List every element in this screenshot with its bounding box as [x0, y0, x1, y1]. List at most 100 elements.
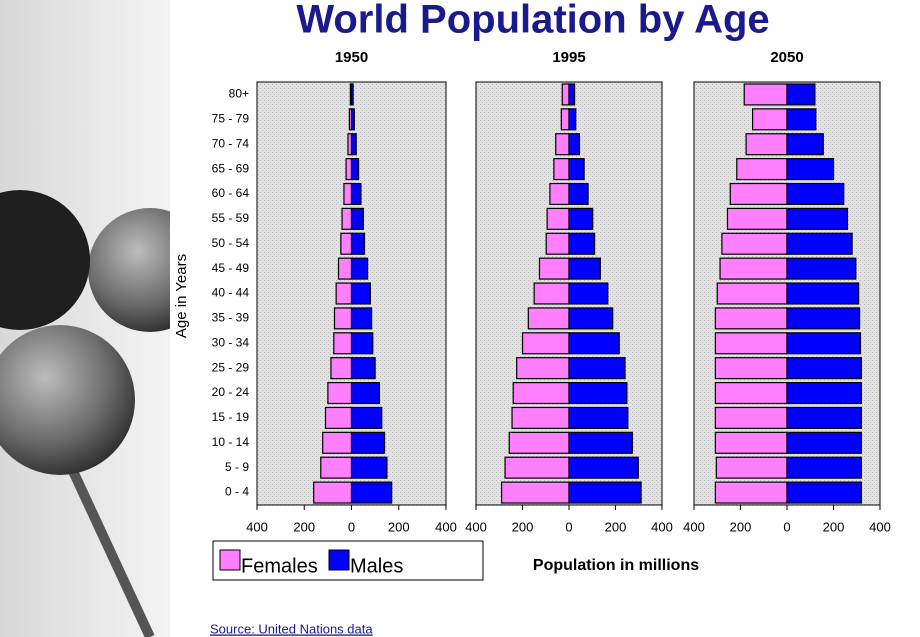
- female-bar: [521, 332, 570, 355]
- y-tick-label: 80+: [229, 87, 249, 101]
- male-bar: [568, 232, 596, 255]
- female-bar: [716, 282, 788, 305]
- male-bar: [568, 406, 629, 429]
- y-tick-label: 55 - 59: [212, 211, 250, 225]
- male-bar: [568, 282, 609, 305]
- y-tick-label: 40 - 44: [212, 286, 250, 300]
- legend-label: Males: [350, 555, 403, 577]
- male-bar: [786, 282, 860, 305]
- female-bar: [721, 232, 788, 255]
- y-tick-label: 5 - 9: [225, 460, 249, 474]
- male-bar: [350, 158, 360, 181]
- male-bar: [568, 207, 594, 230]
- female-bar: [751, 108, 788, 131]
- x-tick-label: 200: [823, 519, 845, 534]
- y-tick-label: 65 - 69: [212, 161, 250, 175]
- source: Source: United Nations data: [210, 621, 373, 636]
- female-bar: [500, 481, 570, 504]
- female-bar: [538, 257, 570, 280]
- female-bar: [560, 108, 570, 131]
- male-bar: [786, 182, 845, 206]
- chart-title: World Population by Age: [296, 0, 769, 42]
- female-bar: [743, 83, 788, 106]
- male-bar: [786, 357, 863, 380]
- y-tick-label: 15 - 19: [212, 410, 250, 424]
- female-bar: [545, 232, 570, 255]
- male-bar: [786, 481, 863, 504]
- y-tick-label: 30 - 34: [212, 335, 250, 349]
- male-bar: [568, 456, 639, 479]
- x-tick-label: 400: [435, 519, 457, 534]
- x-tick-label: 200: [512, 519, 534, 534]
- y-tick-label: 35 - 39: [212, 311, 250, 325]
- female-bar: [341, 207, 353, 230]
- female-bar: [714, 431, 788, 454]
- legend-swatch: [219, 549, 241, 571]
- female-bar: [345, 158, 353, 181]
- female-bar: [527, 307, 570, 330]
- male-bar: [786, 257, 857, 280]
- y-tick-label: 0 - 4: [225, 485, 249, 499]
- male-bar: [786, 381, 863, 405]
- female-bar: [330, 357, 353, 380]
- female-bar: [343, 182, 353, 206]
- x-tick-label: 200: [605, 519, 627, 534]
- legend-label: Females: [241, 555, 318, 577]
- y-axis-label: Age in Years: [173, 254, 190, 338]
- male-bar: [568, 307, 614, 330]
- female-bar: [340, 232, 353, 255]
- female-bar: [714, 357, 788, 380]
- male-bar: [350, 381, 380, 405]
- x-tick-label: 0: [565, 519, 572, 534]
- x-tick-label: 400: [465, 519, 487, 534]
- male-bar: [568, 481, 642, 504]
- x-tick-label: 0: [348, 519, 355, 534]
- male-bar: [350, 307, 373, 330]
- female-bar: [337, 257, 353, 280]
- male-bar: [568, 133, 581, 156]
- male-bar: [350, 481, 393, 504]
- male-bar: [786, 406, 863, 429]
- female-bar: [533, 282, 570, 305]
- male-bar: [786, 232, 853, 255]
- male-bar: [786, 133, 824, 156]
- pin-head: [0, 190, 90, 330]
- male-bar: [568, 182, 589, 206]
- male-bar: [568, 257, 601, 280]
- y-tick-label: 10 - 14: [212, 435, 250, 449]
- y-tick-label: 20 - 24: [212, 385, 250, 399]
- male-bar: [786, 158, 835, 181]
- x-tick-label: 400: [246, 519, 268, 534]
- y-tick-label: 45 - 49: [212, 261, 250, 275]
- male-bar: [350, 456, 388, 479]
- male-bar: [568, 357, 626, 380]
- female-bar: [719, 257, 788, 280]
- female-bar: [516, 357, 570, 380]
- x-tick-label: 200: [388, 519, 410, 534]
- male-bar: [350, 406, 383, 429]
- x-axis-label: Population in millions: [533, 557, 699, 574]
- male-bar: [786, 307, 861, 330]
- panel-title: 1950: [335, 49, 368, 66]
- female-bar: [511, 406, 570, 429]
- female-bar: [714, 332, 788, 355]
- female-bar: [508, 431, 570, 454]
- female-bar: [736, 158, 788, 181]
- female-bar: [714, 307, 788, 330]
- female-bar: [561, 83, 570, 106]
- female-bar: [322, 431, 353, 454]
- male-bar: [350, 182, 362, 206]
- male-bar: [350, 332, 374, 355]
- male-bar: [786, 83, 816, 106]
- male-bar: [350, 133, 357, 156]
- female-bar: [504, 456, 570, 479]
- female-bar: [555, 133, 570, 156]
- male-bar: [350, 282, 371, 305]
- male-bar: [568, 158, 585, 181]
- x-tick-label: 200: [730, 519, 752, 534]
- female-bar: [549, 182, 570, 206]
- y-tick-label: 70 - 74: [212, 136, 250, 150]
- x-tick-label: 400: [869, 519, 891, 534]
